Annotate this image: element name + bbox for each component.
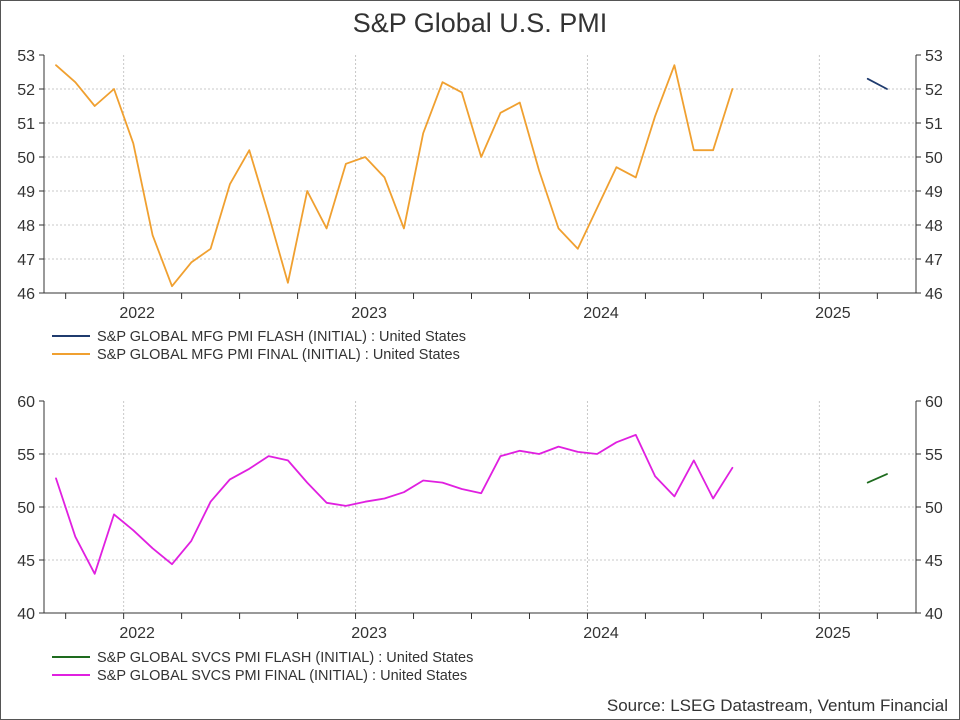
x-tick-label: 2023 — [351, 625, 387, 642]
y-tick-label-right: 50 — [925, 150, 943, 167]
y-tick-label-left: 60 — [17, 394, 35, 411]
series-line-1 — [55, 64, 734, 288]
y-tick-label-left: 51 — [17, 116, 35, 133]
legend-label-1: S&P GLOBAL MFG PMI FINAL (INITIAL) : Uni… — [97, 347, 460, 363]
y-tick-label-right: 46 — [925, 286, 943, 303]
y-tick-label-right: 45 — [925, 553, 943, 570]
x-tick-label: 2022 — [119, 625, 155, 642]
x-tick-label: 2024 — [583, 625, 619, 642]
manufacturing-panel: 46 46 47 47 48 48 49 49 50 50 51 51 52 52 53 53 2022 2023… — [17, 48, 943, 363]
y-tick-label-right: 55 — [925, 447, 943, 464]
x-tick-label: 2025 — [815, 625, 851, 642]
y-tick-label-left: 45 — [17, 553, 35, 570]
y-tick-label-left: 53 — [17, 48, 35, 65]
legend-label-0: S&P GLOBAL SVCS PMI FLASH (INITIAL) : Un… — [97, 650, 473, 666]
x-tick-label: 2022 — [119, 305, 155, 322]
y-tick-label-left: 55 — [17, 447, 35, 464]
y-tick-label-left: 48 — [17, 218, 35, 235]
y-tick-label-left: 47 — [17, 252, 35, 269]
y-tick-label-right: 47 — [925, 252, 943, 269]
x-tick-label: 2024 — [583, 305, 619, 322]
legend-label-0: S&P GLOBAL MFG PMI FLASH (INITIAL) : Uni… — [97, 329, 466, 345]
chart-title: S&P Global U.S. PMI — [353, 8, 608, 38]
y-tick-label-left: 46 — [17, 286, 35, 303]
y-tick-label-right: 40 — [925, 606, 943, 623]
y-tick-label-right: 52 — [925, 82, 943, 99]
y-tick-label-right: 51 — [925, 116, 943, 133]
series-line-0 — [866, 473, 888, 484]
x-tick-label: 2023 — [351, 305, 387, 322]
y-tick-label-right: 48 — [925, 218, 943, 235]
services-panel: 40 40 45 45 50 50 55 55 60 60 2022 2023 2024 2025 S&P … — [17, 394, 943, 684]
y-tick-label-right: 60 — [925, 394, 943, 411]
y-tick-label-left: 50 — [17, 500, 35, 517]
y-tick-label-right: 49 — [925, 184, 943, 201]
y-tick-label-right: 50 — [925, 500, 943, 517]
y-tick-label-left: 50 — [17, 150, 35, 167]
y-tick-label-left: 52 — [17, 82, 35, 99]
series-line-0 — [866, 77, 888, 90]
legend-label-1: S&P GLOBAL SVCS PMI FINAL (INITIAL) : Un… — [97, 668, 467, 684]
x-tick-label: 2025 — [815, 305, 851, 322]
source-note: Source: LSEG Datastream, Ventum Financia… — [607, 696, 948, 715]
series-line-1 — [55, 433, 734, 575]
y-tick-label-left: 40 — [17, 606, 35, 623]
y-tick-label-left: 49 — [17, 184, 35, 201]
y-tick-label-right: 53 — [925, 48, 943, 65]
